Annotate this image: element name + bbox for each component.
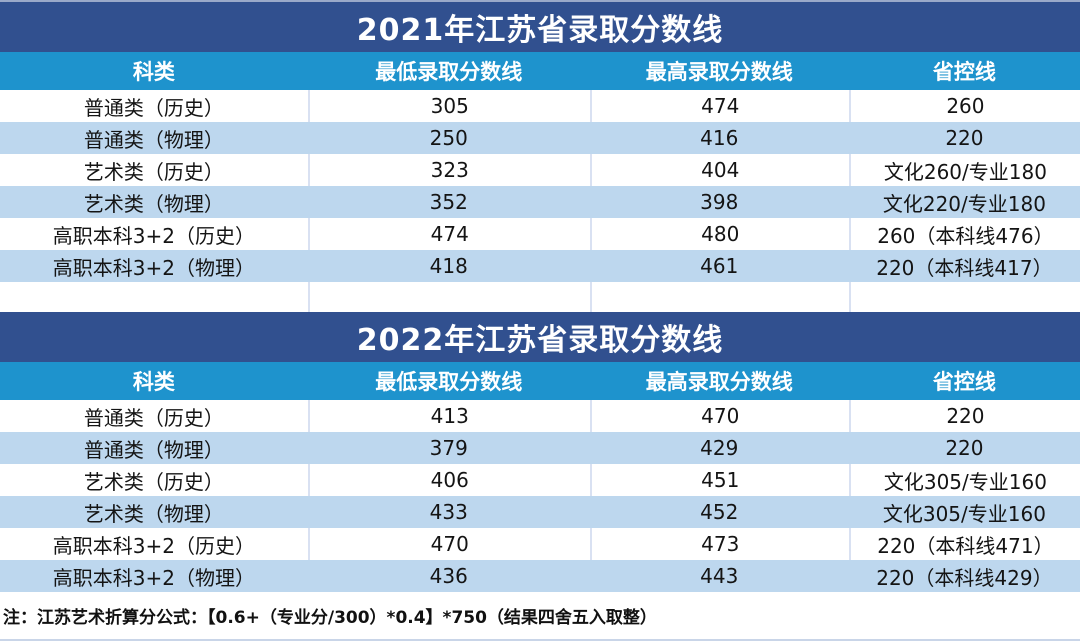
cell-min-score: 413 [307, 400, 590, 432]
header-row-2021: 科类 最低录取分数线 最高录取分数线 省控线 [0, 52, 1080, 90]
cell-category: 普通类（物理） [83, 127, 224, 152]
cell-category: 高职本科3+2（物理） [52, 565, 255, 590]
cell-control-line: 220（本科线417） [876, 255, 1053, 280]
spacer-cell [307, 282, 590, 312]
cell-category: 普通类（物理） [83, 437, 224, 462]
cell-max-score: 451 [589, 464, 849, 496]
cell-min-score: 406 [307, 464, 590, 496]
column-header-max-score: 最高录取分数线 [645, 370, 793, 394]
table-row: 普通类（物理） 379 429 220 [0, 432, 1080, 464]
cell-min-score: 323 [307, 154, 590, 186]
cell-control-line: 文化305/专业160 [882, 501, 1046, 526]
header-row-2022: 科类 最低录取分数线 最高录取分数线 省控线 [0, 362, 1080, 400]
cell-category: 高职本科3+2（历史） [52, 533, 255, 558]
cell-control-line: 220 [945, 436, 984, 460]
table-row: 艺术类（历史） 406 451 文化305/专业160 [0, 464, 1080, 496]
column-header-min-score: 最低录取分数线 [375, 60, 523, 84]
cell-control-line: 220 [945, 126, 984, 150]
score-table-2022: 2022年江苏省录取分数线 科类 最低录取分数线 最高录取分数线 省控线 普通类… [0, 312, 1080, 592]
column-header-category: 科类 [132, 370, 175, 394]
cell-max-score: 470 [589, 400, 849, 432]
cell-max-score: 404 [589, 154, 849, 186]
spacer-cell [589, 282, 849, 312]
cell-min-score: 250 [429, 126, 468, 150]
cell-category: 高职本科3+2（物理） [52, 255, 255, 280]
cell-control-line: 260（本科线476） [848, 218, 1080, 250]
cell-max-score: 473 [589, 528, 849, 560]
cell-max-score: 461 [700, 254, 739, 278]
score-table-2021: 2021年江苏省录取分数线 科类 最低录取分数线 最高录取分数线 省控线 普通类… [0, 2, 1080, 282]
footnote: 注：江苏艺术折算分公式：【0.6+（专业分/300）*0.4】*750（结果四舍… [0, 592, 1080, 641]
cell-max-score: 416 [700, 126, 739, 150]
column-header-min-score: 最低录取分数线 [375, 370, 523, 394]
table-row: 普通类（历史） 305 474 260 [0, 90, 1080, 122]
cell-min-score: 470 [307, 528, 590, 560]
cell-category: 艺术类（物理） [83, 191, 224, 216]
table-title-2022: 2022年江苏省录取分数线 [0, 312, 1080, 362]
cell-min-score: 436 [429, 564, 468, 588]
table-row: 艺术类（物理） 433 452 文化305/专业160 [0, 496, 1080, 528]
cell-control-line: 220（本科线471） [848, 528, 1080, 560]
cell-category: 普通类（历史） [83, 405, 224, 430]
cell-max-score: 474 [589, 90, 849, 122]
cell-max-score: 398 [700, 190, 739, 214]
cell-max-score: 443 [700, 564, 739, 588]
table-row: 普通类（物理） 250 416 220 [0, 122, 1080, 154]
cell-control-line: 文化305/专业160 [848, 464, 1080, 496]
table-row: 普通类（历史） 413 470 220 [0, 400, 1080, 432]
cell-min-score: 352 [429, 190, 468, 214]
cell-category: 艺术类（历史） [83, 469, 224, 494]
table-title-2021: 2021年江苏省录取分数线 [0, 2, 1080, 52]
column-header-control-line: 省控线 [932, 60, 996, 84]
cell-min-score: 379 [429, 436, 468, 460]
cell-category: 高职本科3+2（历史） [52, 223, 255, 248]
table-row: 高职本科3+2（历史） 474 480 260（本科线476） [0, 218, 1080, 250]
column-header-max-score: 最高录取分数线 [645, 60, 793, 84]
spacer-cell [848, 282, 1080, 312]
cell-control-line: 220 [848, 400, 1080, 432]
cell-max-score: 429 [700, 436, 739, 460]
table-row: 艺术类（历史） 323 404 文化260/专业180 [0, 154, 1080, 186]
cell-min-score: 305 [307, 90, 590, 122]
cell-min-score: 433 [429, 500, 468, 524]
cell-category: 普通类（历史） [83, 95, 224, 120]
cell-control-line: 260 [848, 90, 1080, 122]
cell-category: 艺术类（历史） [83, 159, 224, 184]
spacer-cell [0, 282, 308, 312]
cell-control-line: 文化260/专业180 [848, 154, 1080, 186]
cell-min-score: 418 [429, 254, 468, 278]
column-header-control-line: 省控线 [932, 370, 996, 394]
spacer-row [0, 282, 1080, 312]
cell-max-score: 452 [700, 500, 739, 524]
table-row: 艺术类（物理） 352 398 文化220/专业180 [0, 186, 1080, 218]
column-header-category: 科类 [132, 60, 175, 84]
cell-control-line: 文化220/专业180 [882, 191, 1046, 216]
cell-max-score: 480 [589, 218, 849, 250]
cell-control-line: 220（本科线429） [876, 565, 1053, 590]
table-row: 高职本科3+2（历史） 470 473 220（本科线471） [0, 528, 1080, 560]
table-row: 高职本科3+2（物理） 436 443 220（本科线429） [0, 560, 1080, 592]
table-row: 高职本科3+2（物理） 418 461 220（本科线417） [0, 250, 1080, 282]
cell-min-score: 474 [307, 218, 590, 250]
cell-category: 艺术类（物理） [83, 501, 224, 526]
